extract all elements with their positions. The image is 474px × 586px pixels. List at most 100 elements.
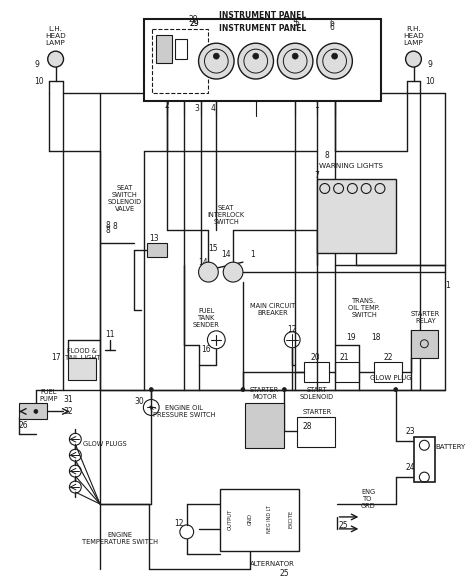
- Text: 17: 17: [51, 353, 60, 362]
- Text: 16: 16: [201, 345, 211, 354]
- Circle shape: [394, 387, 398, 391]
- Text: 1: 1: [250, 250, 255, 258]
- Text: 12: 12: [288, 325, 297, 335]
- Circle shape: [149, 387, 153, 391]
- Text: STARTER
MOTOR: STARTER MOTOR: [250, 387, 279, 400]
- Circle shape: [317, 43, 352, 79]
- Text: 2: 2: [164, 101, 169, 110]
- Text: R.H.
HEAD
LAMP: R.H. HEAD LAMP: [403, 26, 424, 46]
- Bar: [156, 35, 172, 63]
- Text: EXCITE: EXCITE: [289, 510, 294, 528]
- Text: 7: 7: [314, 171, 319, 180]
- Text: ALTERNATOR: ALTERNATOR: [250, 561, 295, 567]
- Text: 27: 27: [241, 539, 251, 548]
- Text: 6: 6: [329, 23, 334, 32]
- Text: 1: 1: [445, 281, 450, 289]
- Circle shape: [277, 43, 313, 79]
- Text: 15: 15: [209, 244, 218, 253]
- Text: 21: 21: [340, 353, 349, 362]
- Text: 20: 20: [310, 353, 320, 362]
- Text: 23: 23: [406, 427, 415, 436]
- Bar: [413, 437, 435, 482]
- Text: 4: 4: [211, 104, 216, 113]
- Text: 10: 10: [34, 77, 44, 86]
- Circle shape: [48, 51, 64, 67]
- Text: INSTRUMENT PANEL: INSTRUMENT PANEL: [219, 24, 306, 33]
- Text: BATTERY: BATTERY: [435, 444, 465, 450]
- Text: ENGINE OIL
PRESSURE SWITCH: ENGINE OIL PRESSURE SWITCH: [153, 405, 215, 418]
- Text: L.H.
HEAD
LAMP: L.H. HEAD LAMP: [45, 26, 66, 46]
- Text: WARNING LIGHTS: WARNING LIGHTS: [319, 162, 383, 169]
- Text: 6: 6: [329, 19, 334, 28]
- Bar: [410, 330, 438, 357]
- Bar: [317, 179, 396, 253]
- Circle shape: [283, 387, 286, 391]
- Text: 31: 31: [64, 395, 73, 404]
- Text: SEAT
SWITCH
SOLENOID
VALVE: SEAT SWITCH SOLENOID VALVE: [108, 185, 142, 212]
- Text: FUEL
PUMP: FUEL PUMP: [39, 389, 58, 402]
- Text: 9: 9: [428, 60, 433, 69]
- Text: 25: 25: [339, 522, 348, 530]
- Text: 8: 8: [112, 222, 117, 231]
- Text: 22: 22: [383, 353, 392, 362]
- Text: INSTRUMENT PANEL: INSTRUMENT PANEL: [219, 11, 306, 20]
- Text: 8: 8: [324, 151, 329, 160]
- Circle shape: [332, 53, 337, 59]
- Bar: [147, 243, 167, 257]
- Text: 18: 18: [371, 333, 381, 342]
- Text: 19: 19: [346, 333, 356, 342]
- Text: 24: 24: [406, 463, 415, 472]
- Bar: [304, 362, 328, 381]
- Text: 30: 30: [135, 397, 144, 406]
- Text: 8: 8: [106, 221, 110, 230]
- Circle shape: [253, 53, 259, 59]
- Bar: [145, 19, 381, 101]
- Circle shape: [199, 262, 219, 282]
- Bar: [335, 362, 359, 381]
- Text: 25: 25: [280, 569, 289, 578]
- Circle shape: [406, 51, 421, 67]
- Text: 14: 14: [199, 258, 208, 267]
- Text: START
SOLENOID: START SOLENOID: [300, 387, 334, 400]
- Bar: [175, 39, 187, 59]
- Text: 13: 13: [149, 234, 159, 243]
- Text: 29: 29: [190, 19, 200, 28]
- Text: 32: 32: [64, 407, 73, 416]
- Circle shape: [292, 53, 298, 59]
- Text: 12: 12: [174, 519, 183, 529]
- Text: 5: 5: [293, 19, 298, 28]
- Text: FLOOD &
TAIL LIGHT: FLOOD & TAIL LIGHT: [64, 348, 100, 361]
- Text: 29: 29: [189, 15, 199, 24]
- Text: GND: GND: [247, 513, 252, 525]
- Text: STARTER: STARTER: [302, 410, 331, 415]
- Circle shape: [223, 262, 243, 282]
- Text: 9: 9: [35, 60, 39, 69]
- Text: 11: 11: [105, 331, 115, 339]
- Bar: [220, 489, 299, 551]
- Text: ENG
TO
GRD: ENG TO GRD: [361, 489, 375, 509]
- Circle shape: [241, 387, 245, 391]
- Text: MAIN CIRCUIT
BREAKER: MAIN CIRCUIT BREAKER: [250, 304, 295, 316]
- Text: GLOW PLUG: GLOW PLUG: [370, 374, 411, 380]
- Circle shape: [213, 53, 219, 59]
- Text: 8: 8: [106, 226, 110, 235]
- Text: 3: 3: [194, 104, 199, 113]
- Text: ENGINE
TEMPERATURE SWITCH: ENGINE TEMPERATURE SWITCH: [82, 532, 158, 546]
- Circle shape: [34, 410, 38, 414]
- Text: 26: 26: [18, 421, 28, 430]
- Text: 14: 14: [221, 250, 231, 258]
- Circle shape: [238, 43, 273, 79]
- Text: OUTPUT: OUTPUT: [228, 508, 233, 530]
- Text: 29: 29: [190, 19, 200, 28]
- Text: GLOW PLUGS: GLOW PLUGS: [83, 441, 127, 447]
- Bar: [374, 362, 401, 381]
- Bar: [297, 417, 335, 447]
- Text: TRANS.
OIL TEMP.
SWITCH: TRANS. OIL TEMP. SWITCH: [348, 298, 380, 318]
- Circle shape: [199, 43, 234, 79]
- Text: STARTER
RELAY: STARTER RELAY: [410, 311, 440, 325]
- Text: 28: 28: [302, 422, 312, 431]
- Bar: [68, 357, 96, 380]
- Bar: [19, 404, 47, 420]
- Text: SEAT
INTERLOCK
SWITCH: SEAT INTERLOCK SWITCH: [208, 205, 245, 226]
- Text: FUEL
TANK
SENDER: FUEL TANK SENDER: [193, 308, 220, 328]
